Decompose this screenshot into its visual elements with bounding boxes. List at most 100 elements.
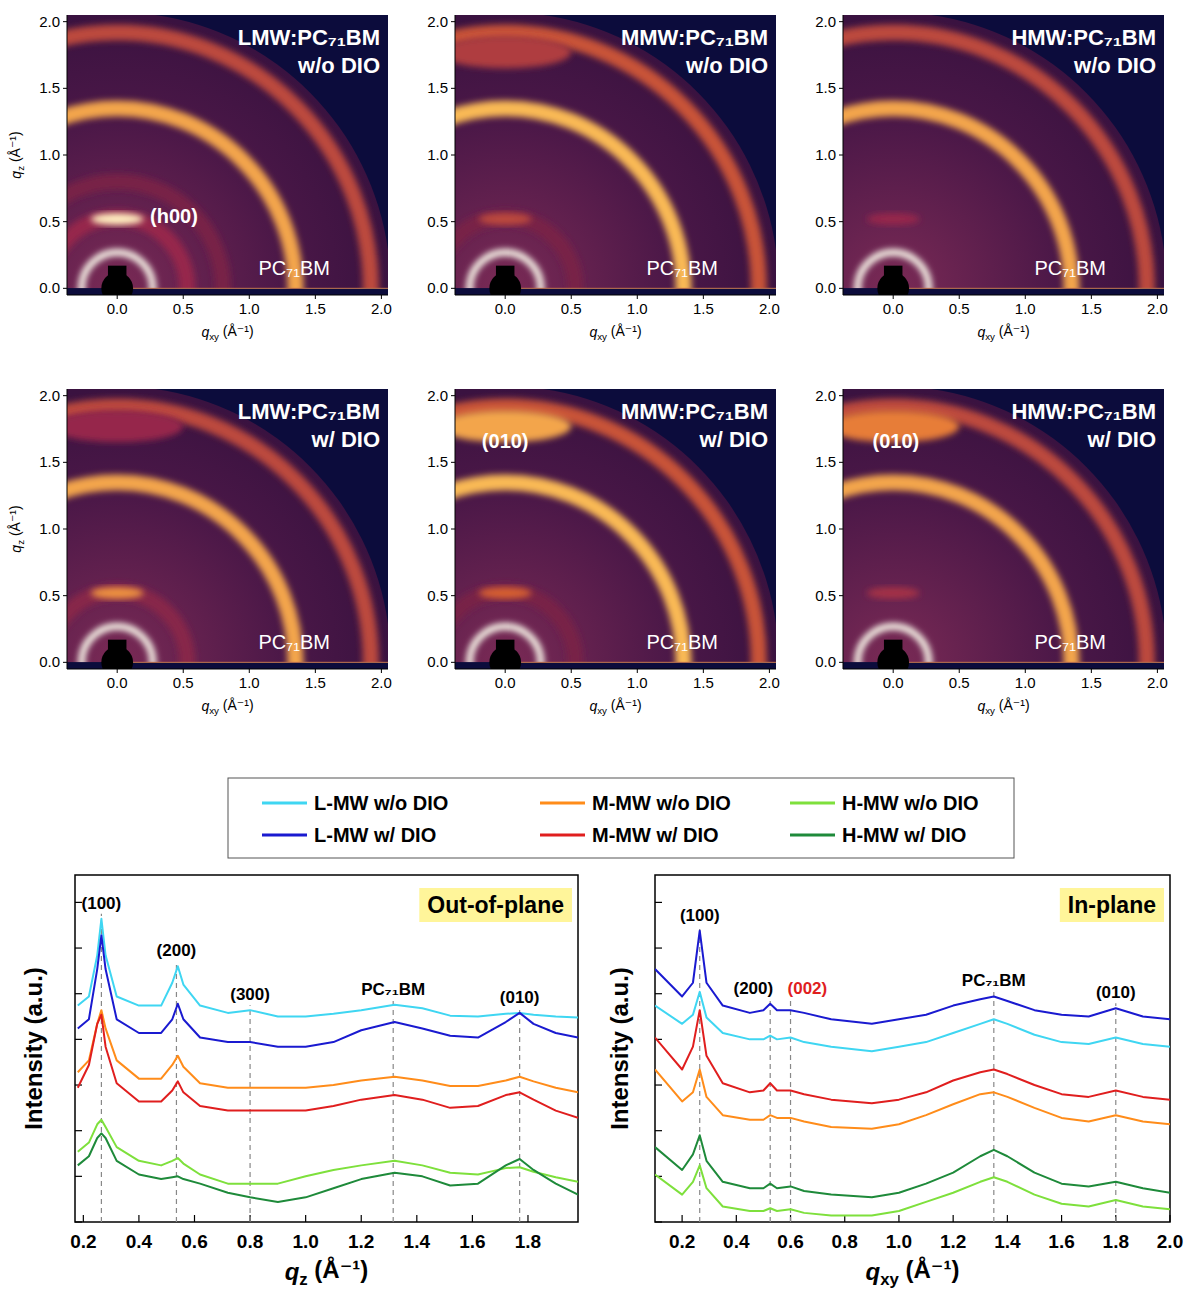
y-tick: [839, 462, 843, 463]
peak-label: (200): [157, 941, 197, 960]
y-tick: [655, 1084, 662, 1085]
image-area: [455, 389, 776, 669]
peak-label: PC₇₁BM: [962, 971, 1026, 990]
x-tick: [117, 669, 118, 673]
ring: [67, 182, 223, 295]
x-tick: [682, 1215, 683, 1222]
x-axis-title: qxy (Å⁻¹): [977, 697, 1029, 716]
legend-box: [228, 778, 1014, 858]
x-tick: [571, 669, 572, 673]
y-tick: [839, 595, 843, 596]
x-tick: [472, 1215, 473, 1222]
x-tick-label: 1.5: [305, 300, 326, 317]
x-tick: [571, 295, 572, 299]
legend-swatch: [262, 802, 307, 805]
x-axis-title: qxy (Å⁻¹): [589, 697, 641, 716]
panel-title: HMW:PC₇₁BMw/ DIO: [1011, 399, 1156, 452]
y-tick-label: 2.0: [815, 387, 836, 404]
panel-title: MMW:PC₇₁BMw/o DIO: [621, 25, 768, 78]
horizon-line: [117, 288, 388, 289]
y-tick: [75, 947, 82, 948]
x-tick: [505, 669, 506, 673]
panel-title: LMW:PC₇₁BMw/ DIO: [238, 399, 380, 452]
y-tick: [839, 21, 843, 22]
x-tick: [703, 295, 704, 299]
peak-label: (100): [82, 894, 122, 913]
plot-title: In-plane: [1068, 892, 1156, 918]
x-tick-label: 1.2: [348, 1231, 374, 1252]
x-tick-label: 0.2: [70, 1231, 96, 1252]
y-axis-title: Intensity (a.u.): [606, 967, 633, 1130]
x-tick: [893, 669, 894, 673]
x-tick: [953, 1215, 954, 1222]
x-tick-label: 1.2: [940, 1231, 966, 1252]
x-tick-label: 1.0: [627, 674, 648, 691]
image-area: [67, 15, 388, 295]
x-tick: [637, 669, 638, 673]
spot: [479, 213, 532, 225]
x-tick: [315, 295, 316, 299]
peak-label: (200): [734, 979, 774, 998]
legend-swatch: [540, 802, 585, 805]
annotation: (h00): [150, 205, 198, 227]
x-tick-label: 0.6: [777, 1231, 803, 1252]
peak-line: [1115, 1003, 1116, 1222]
y-tick-label: 0.0: [39, 653, 60, 670]
series-line: [78, 1010, 578, 1092]
image-area: [67, 389, 388, 669]
x-tick: [381, 295, 382, 299]
x-tick-label: 1.5: [305, 674, 326, 691]
series-line: [655, 1165, 1170, 1215]
x-tick: [1157, 295, 1158, 299]
y-tick-label: 1.5: [39, 79, 60, 96]
x-tick: [1025, 295, 1026, 299]
y-tick: [655, 1221, 662, 1222]
x-tick: [959, 669, 960, 673]
peak-label: PC₇₁BM: [361, 980, 425, 999]
x-tick: [1007, 1215, 1008, 1222]
annotation: PC₇₁BM: [1035, 257, 1106, 279]
y-tick-label: 0.5: [39, 587, 60, 604]
x-tick: [138, 1215, 139, 1222]
y-tick: [63, 88, 67, 89]
y-tick: [839, 155, 843, 156]
x-tick: [83, 1215, 84, 1222]
spot: [91, 587, 144, 599]
series-line: [78, 919, 578, 1018]
title-box: [419, 888, 572, 922]
peak-line: [993, 991, 994, 1222]
y-tick-label: 1.0: [39, 146, 60, 163]
x-tick: [361, 1215, 362, 1222]
series-line: [655, 931, 1170, 1024]
legend-swatch: [540, 834, 585, 837]
x-tick: [736, 1215, 737, 1222]
spot: [91, 213, 144, 225]
spot: [479, 587, 532, 599]
y-tick-label: 2.0: [39, 387, 60, 404]
x-tick-label: 2.0: [759, 674, 780, 691]
ring: [455, 218, 575, 295]
annotation: PC₇₁BM: [259, 631, 330, 653]
y-tick: [451, 288, 455, 289]
y-tick: [451, 155, 455, 156]
x-tick-label: 1.6: [1048, 1231, 1074, 1252]
spot: [455, 36, 571, 68]
x-tick-label: 0.0: [107, 300, 128, 317]
x-tick: [1061, 1215, 1062, 1222]
legend-label: L-MW w/o DIO: [314, 792, 448, 814]
y-tick-label: 1.5: [39, 453, 60, 470]
x-tick-label: 0.4: [126, 1231, 153, 1252]
x-axis: [455, 669, 776, 670]
series-line: [78, 1133, 578, 1201]
legend-swatch: [790, 834, 835, 837]
x-tick: [1025, 669, 1026, 673]
ring: [67, 592, 187, 669]
peak-line: [519, 1008, 520, 1222]
y-tick: [451, 529, 455, 530]
x-tick-label: 0.5: [949, 674, 970, 691]
x-tick: [703, 669, 704, 673]
peak-label: (300): [230, 985, 270, 1004]
x-tick-label: 1.6: [459, 1231, 485, 1252]
legend-label: M-MW w/o DIO: [592, 792, 731, 814]
panel-title: HMW:PC₇₁BMw/o DIO: [1011, 25, 1156, 78]
